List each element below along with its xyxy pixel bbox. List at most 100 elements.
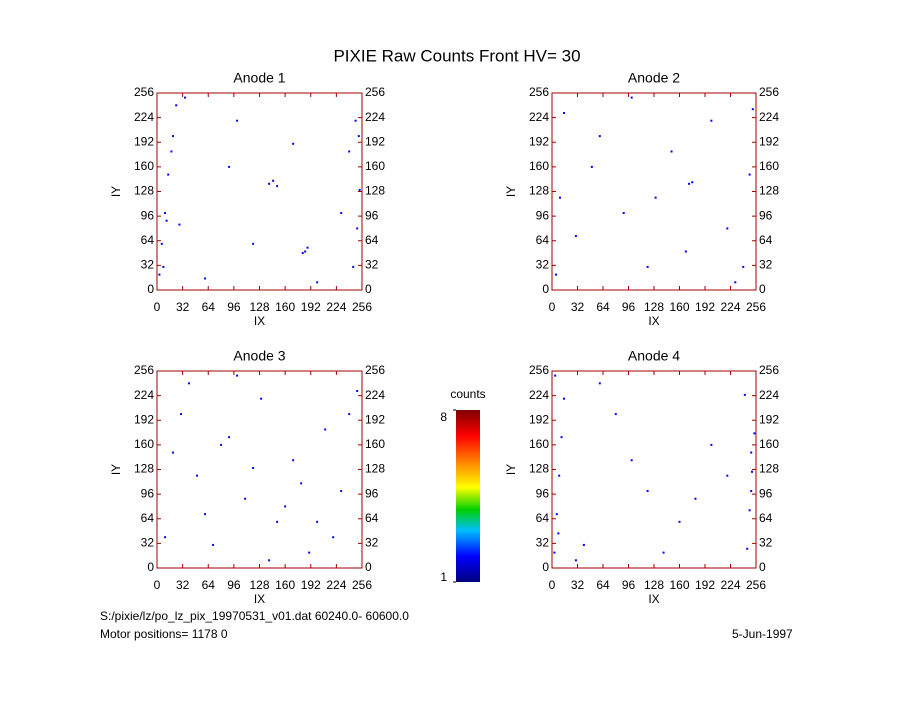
point [268, 559, 271, 562]
point [654, 196, 657, 199]
panel-title: Anode 1 [233, 70, 285, 86]
point [188, 382, 191, 385]
y-tick-label: 160 [529, 159, 549, 173]
y-tick-label: 128 [134, 462, 154, 476]
y-tick-label: 128 [134, 184, 154, 198]
point [272, 179, 275, 182]
point [332, 536, 335, 539]
y-axis-label: IY [504, 186, 518, 197]
point [574, 235, 577, 238]
y-tick-label-right: 0 [759, 560, 766, 574]
y-tick-label-right: 192 [365, 134, 385, 148]
point [165, 219, 168, 222]
y-tick-label-right: 96 [365, 486, 379, 500]
point [212, 543, 215, 546]
point [622, 212, 625, 215]
x-tick-label: 128 [249, 300, 269, 314]
point [646, 490, 649, 493]
point [684, 250, 687, 253]
y-tick-label: 192 [529, 412, 549, 426]
y-tick-label-right: 0 [759, 282, 766, 296]
point [162, 265, 165, 268]
point [751, 470, 754, 473]
point [726, 227, 729, 230]
point [252, 242, 255, 245]
y-tick-label: 32 [141, 258, 155, 272]
point [670, 150, 673, 153]
y-tick-label-right: 64 [759, 233, 773, 247]
point [743, 393, 746, 396]
colorbar [456, 410, 480, 582]
point [558, 196, 561, 199]
point [160, 242, 163, 245]
point [292, 142, 295, 145]
point [196, 474, 199, 477]
x-tick-label: 160 [669, 578, 689, 592]
point [236, 119, 239, 122]
point [750, 451, 753, 454]
x-tick-label: 96 [227, 300, 241, 314]
x-tick-label: 160 [275, 300, 295, 314]
colorbar-tick-label: 8 [440, 410, 447, 424]
y-tick-label-right: 96 [759, 486, 773, 500]
y-tick-label: 192 [134, 412, 154, 426]
y-tick-label: 224 [529, 110, 549, 124]
x-axis-label: IX [254, 314, 265, 328]
point [646, 265, 649, 268]
point [172, 451, 175, 454]
point [710, 443, 713, 446]
y-tick-label: 192 [134, 134, 154, 148]
point [630, 96, 633, 99]
y-tick-label: 0 [147, 282, 154, 296]
y-tick-label-right: 256 [759, 363, 779, 377]
point [710, 119, 713, 122]
y-axis-label: IY [504, 464, 518, 475]
point [574, 559, 577, 562]
point [184, 96, 187, 99]
x-axis-label: IX [254, 592, 265, 606]
point [553, 551, 556, 554]
y-tick-label: 64 [536, 511, 550, 525]
point [175, 104, 178, 107]
point [204, 277, 207, 280]
y-tick-label: 64 [141, 233, 155, 247]
point [356, 390, 359, 393]
y-tick-label-right: 160 [365, 159, 385, 173]
y-tick-label-right: 256 [365, 363, 385, 377]
point [352, 265, 355, 268]
y-tick-label: 160 [134, 437, 154, 451]
point [244, 497, 247, 500]
point [562, 397, 565, 400]
y-tick-label: 96 [536, 486, 550, 500]
point [746, 547, 749, 550]
x-tick-label: 0 [549, 578, 556, 592]
x-tick-label: 224 [720, 578, 740, 592]
plot-frame [156, 92, 363, 291]
y-tick-label: 256 [529, 363, 549, 377]
y-tick-label-right: 192 [759, 412, 779, 426]
y-tick-label: 128 [529, 462, 549, 476]
point [180, 413, 183, 416]
point [301, 252, 304, 255]
point [284, 505, 287, 508]
point [630, 459, 633, 462]
x-axis-label: IX [648, 592, 659, 606]
plot-frame [551, 92, 757, 291]
panel-title: Anode 3 [233, 348, 285, 364]
x-tick-label: 64 [596, 578, 610, 592]
x-tick-label: 96 [622, 578, 636, 592]
point [158, 273, 161, 276]
y-tick-label: 160 [529, 437, 549, 451]
point [694, 497, 697, 500]
y-tick-label-right: 224 [365, 388, 385, 402]
plot-frame [551, 370, 757, 569]
x-tick-label: 96 [227, 578, 241, 592]
y-tick-label-right: 64 [365, 511, 379, 525]
point [204, 513, 207, 516]
x-tick-label: 192 [301, 300, 321, 314]
x-tick-label: 128 [249, 578, 269, 592]
x-tick-label: 0 [154, 300, 161, 314]
y-axis-label: IY [109, 186, 123, 197]
